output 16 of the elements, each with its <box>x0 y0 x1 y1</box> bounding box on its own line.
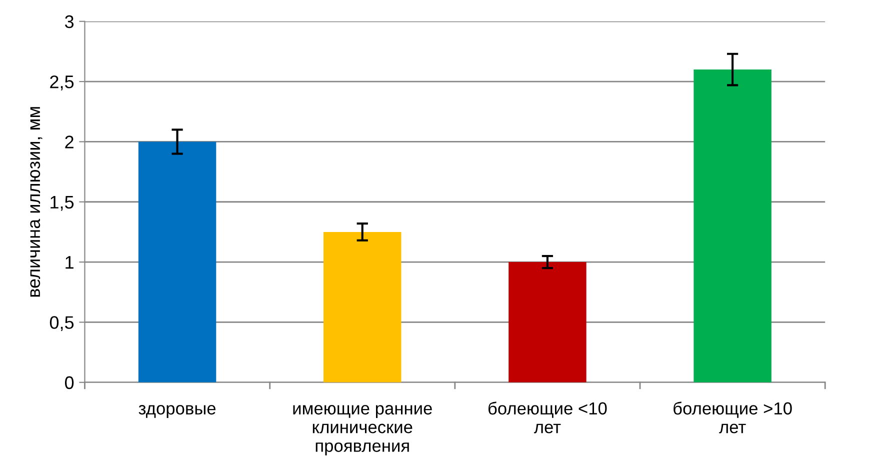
x-tick-label: здоровые <box>138 405 216 418</box>
x-tick-label: болеющие >10 лет <box>674 402 792 434</box>
y-axis-title: величина иллюзии, мм <box>30 107 42 297</box>
bar <box>324 232 402 382</box>
y-tick-label: 0 <box>64 376 74 390</box>
y-tick-label: 2,5 <box>50 75 74 90</box>
bar <box>694 70 772 382</box>
y-tick-label: 0,5 <box>50 316 74 332</box>
y-tick-label: 1 <box>66 256 74 269</box>
bar <box>138 142 216 382</box>
y-tick-label: 3 <box>64 15 74 28</box>
y-tick-label: 1,5 <box>50 196 74 211</box>
x-tick-label: имеющие ранние клинические проявления <box>293 405 432 456</box>
x-tick-label: болеющие <10 лет <box>488 402 607 434</box>
bar <box>508 262 586 382</box>
y-tick-label: 2 <box>65 136 74 148</box>
